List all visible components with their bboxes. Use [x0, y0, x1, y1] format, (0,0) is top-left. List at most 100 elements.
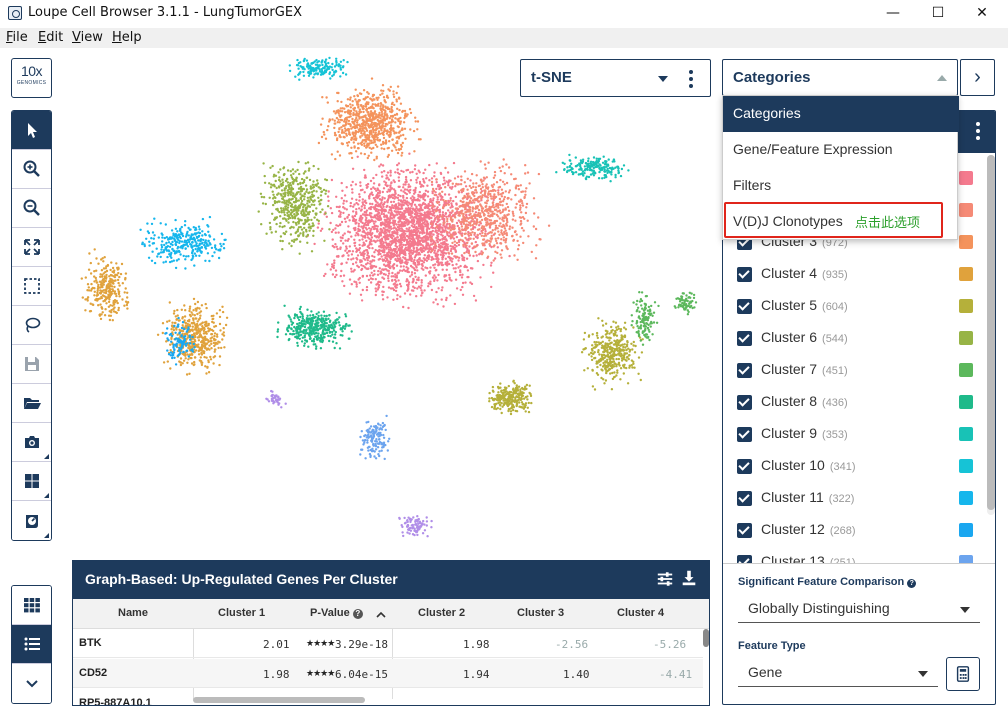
chevron-down-icon[interactable] [12, 664, 51, 703]
cluster-checkbox[interactable] [737, 363, 752, 378]
cluster-checkbox[interactable] [737, 459, 752, 474]
fit-view-icon[interactable] [12, 228, 51, 267]
zoom-out-icon[interactable] [12, 189, 51, 228]
cluster-checkbox[interactable] [737, 267, 752, 282]
column-header-cluster-1[interactable]: Cluster 1 [218, 607, 266, 619]
close-button[interactable]: ✕ [976, 5, 988, 21]
cluster-checkbox[interactable] [737, 555, 752, 563]
menu-bar: File Edit View Help [0, 28, 1008, 48]
menu-item-gene-feature-expression[interactable]: Gene/Feature Expression [733, 141, 893, 157]
bottom-view-toggle [11, 585, 52, 704]
calculator-icon[interactable] [946, 657, 980, 691]
cluster-color-swatch[interactable] [959, 459, 973, 473]
cluster-checkbox[interactable] [737, 491, 752, 506]
cluster-color-swatch[interactable] [959, 235, 973, 249]
column-header-name[interactable]: Name [118, 607, 148, 619]
table-row[interactable]: RP5-887A10.1 [73, 689, 703, 705]
cluster-color-swatch[interactable] [959, 331, 973, 345]
cluster-row[interactable]: Cluster 12 (268) [723, 515, 985, 547]
lasso-select-icon[interactable] [12, 306, 51, 345]
menu-view[interactable]: View [72, 30, 103, 45]
cluster-color-swatch[interactable] [959, 555, 973, 563]
cluster-row[interactable]: Cluster 10 (341) [723, 451, 985, 483]
cluster-count: (972) [822, 237, 848, 249]
feature-type-select[interactable]: Gene [738, 659, 938, 687]
list-view-icon[interactable] [12, 625, 51, 664]
menu-edit[interactable]: Edit [38, 30, 64, 45]
cluster-color-swatch[interactable] [959, 363, 973, 377]
zoom-in-icon[interactable] [12, 150, 51, 189]
cluster-row[interactable]: Cluster 11 (322) [723, 483, 985, 515]
cluster-color-swatch[interactable] [959, 395, 973, 409]
cluster-row[interactable] [723, 195, 985, 227]
table-row[interactable]: CD52 1.98 ★★★★ 6.04e-15 1.94 1.40 -4.41 [73, 659, 703, 688]
cluster-list-scrollbar[interactable] [987, 155, 995, 515]
table-vertical-scrollbar[interactable] [703, 629, 709, 647]
caret-down-icon [658, 76, 668, 82]
cluster-color-swatch[interactable] [959, 523, 973, 537]
cluster-count: (436) [822, 397, 848, 409]
10x-genomics-logo: 10x GENOMICS [11, 58, 52, 98]
grid-view-icon[interactable] [12, 586, 51, 625]
comparison-select[interactable]: Globally Distinguishing [738, 595, 980, 623]
open-folder-icon[interactable] [12, 384, 51, 423]
help-icon[interactable]: ? [907, 579, 917, 588]
menu-item-vdj-clonotypes[interactable]: V(D)J Clonotypes [733, 213, 843, 229]
cluster-row[interactable]: Cluster 9 (353) [723, 419, 985, 451]
tool-group [11, 110, 52, 541]
cluster-color-swatch[interactable] [959, 267, 973, 281]
help-icon[interactable]: ? [352, 609, 363, 619]
cluster-row[interactable]: Cluster 8 (436) [723, 387, 985, 419]
camera-icon[interactable] [12, 423, 51, 462]
cluster-row[interactable]: Cluster 7 (451) [723, 355, 985, 387]
menu-item-categories[interactable]: Categories [723, 96, 959, 132]
cluster-checkbox[interactable] [737, 523, 752, 538]
tsne-scatter-plot[interactable] [55, 48, 720, 558]
column-header-cluster-3[interactable]: Cluster 3 [517, 607, 565, 619]
projection-menu-icon[interactable] [689, 70, 693, 88]
table-horizontal-scrollbar[interactable] [193, 697, 365, 703]
column-header-cluster-4[interactable]: Cluster 4 [617, 607, 665, 619]
cluster-row[interactable]: Cluster 4 (935) [723, 259, 985, 291]
p-value: 3.29e-18 [335, 638, 388, 651]
settings-dial-icon[interactable] [12, 501, 51, 540]
cluster-checkbox[interactable] [737, 331, 752, 346]
cluster-row[interactable]: Cluster 5 (604) [723, 291, 985, 323]
select-pointer-icon[interactable] [12, 111, 51, 150]
column-header-cluster-2[interactable]: Cluster 2 [418, 607, 466, 619]
menu-item-filters[interactable]: Filters [733, 177, 772, 193]
sort-ascending-icon[interactable] [376, 611, 386, 618]
cluster-color-swatch[interactable] [959, 299, 973, 313]
menu-help[interactable]: Help [112, 30, 142, 45]
cluster-count: (935) [822, 269, 848, 281]
cluster-count: (544) [822, 333, 848, 345]
cluster-row[interactable] [723, 163, 985, 195]
cluster-color-swatch[interactable] [959, 427, 973, 441]
menu-file[interactable]: File [6, 30, 28, 45]
table-row[interactable]: BTK 2.01 ★★★★ 3.29e-18 1.98 -2.56 -5.26 [73, 629, 703, 658]
minimize-button[interactable]: — [886, 5, 900, 21]
cluster-count: (268) [829, 525, 856, 537]
cluster-color-swatch[interactable] [959, 491, 973, 505]
cluster-name: Cluster 4 (935) [761, 265, 848, 281]
category-dropdown[interactable]: Categories [722, 59, 958, 96]
projection-dropdown[interactable]: t-SNE [520, 59, 711, 97]
cluster-checkbox[interactable] [737, 427, 752, 442]
cluster-panel-menu-icon[interactable] [976, 122, 980, 143]
download-icon[interactable] [680, 569, 698, 587]
layout-grid-icon[interactable] [12, 462, 51, 501]
filter-sliders-icon[interactable] [656, 570, 674, 588]
cluster-color-swatch[interactable] [959, 171, 973, 185]
save-icon[interactable] [12, 345, 51, 384]
cluster-row[interactable]: Cluster 6 (544) [723, 323, 985, 355]
cluster-color-swatch[interactable] [959, 203, 973, 217]
cluster-2-value: 1.98 [463, 638, 490, 651]
column-header-p-value[interactable]: P-Value ? [310, 607, 363, 619]
next-panel-button[interactable]: › [960, 59, 995, 96]
cluster-checkbox[interactable] [737, 299, 752, 314]
cluster-checkbox[interactable] [737, 395, 752, 410]
cluster-name: Cluster 6 (544) [761, 329, 848, 345]
cluster-row[interactable]: Cluster 13 (251) [723, 547, 985, 563]
maximize-button[interactable]: ☐ [931, 5, 945, 21]
rectangle-select-icon[interactable] [12, 267, 51, 306]
